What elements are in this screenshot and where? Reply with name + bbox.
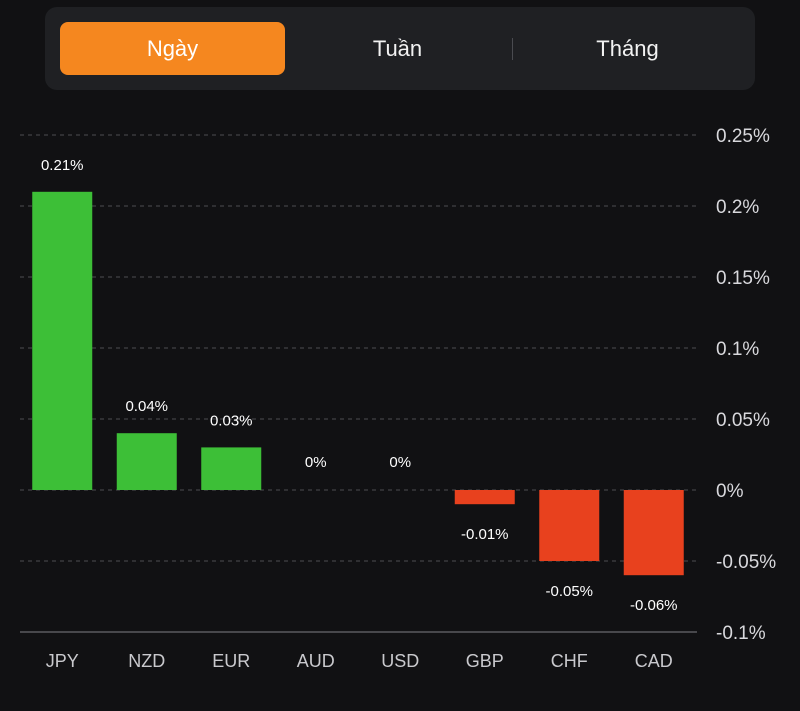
tab-divider: [512, 38, 513, 60]
bars: [32, 191, 684, 576]
y-tick-label: 0.2%: [716, 197, 759, 218]
value-label-cad: -0.06%: [630, 597, 678, 614]
x-tick-label-aud: AUD: [297, 651, 335, 671]
value-label-aud: 0%: [305, 454, 327, 471]
y-tick-label: 0.1%: [716, 339, 759, 360]
y-tick-label: 0%: [716, 481, 744, 502]
y-tick-label: 0.25%: [716, 126, 770, 147]
period-segmented-control: Ngày Tuần Tháng: [45, 7, 755, 90]
value-label-nzd: 0.04%: [125, 398, 168, 415]
y-tick-label: 0.15%: [716, 268, 770, 289]
y-tick-label: -0.1%: [716, 623, 766, 644]
bar-jpy[interactable]: [32, 191, 93, 491]
value-label-chf: -0.05%: [545, 583, 593, 600]
bar-cad[interactable]: [623, 490, 684, 576]
x-tick-label-jpy: JPY: [46, 651, 79, 671]
bar-gbp[interactable]: [454, 490, 515, 505]
tab-day[interactable]: Ngày: [60, 22, 285, 75]
x-tick-label-usd: USD: [381, 651, 419, 671]
bar-chf[interactable]: [539, 490, 600, 561]
y-axis-ticks: 0.25% 0.2% 0.15% 0.1% 0.05% 0% -0.05% -0.1%: [716, 126, 776, 644]
y-tick-label: -0.05%: [716, 552, 776, 573]
value-label-usd: 0%: [389, 454, 411, 471]
tab-week[interactable]: Tuần: [372, 35, 423, 61]
bar-eur[interactable]: [201, 447, 262, 490]
x-tick-label-nzd: NZD: [128, 651, 165, 671]
x-tick-label-gbp: GBP: [466, 651, 504, 671]
value-label-jpy: 0.21%: [41, 157, 84, 174]
x-tick-label-eur: EUR: [212, 651, 250, 671]
value-labels: 0.21% 0.04% 0.03% 0% 0% -0.01% -0.05% -0.06%: [41, 157, 678, 614]
value-label-eur: 0.03%: [210, 412, 253, 429]
value-label-gbp: -0.01%: [461, 526, 509, 543]
bar-nzd[interactable]: [116, 433, 177, 490]
x-tick-label-cad: CAD: [635, 651, 673, 671]
y-tick-label: 0.05%: [716, 410, 770, 431]
tab-month[interactable]: Tháng: [596, 35, 659, 61]
x-tick-label-chf: CHF: [551, 651, 588, 671]
x-axis-ticks: JPY NZD EUR AUD USD GBP CHF CAD: [46, 651, 673, 671]
